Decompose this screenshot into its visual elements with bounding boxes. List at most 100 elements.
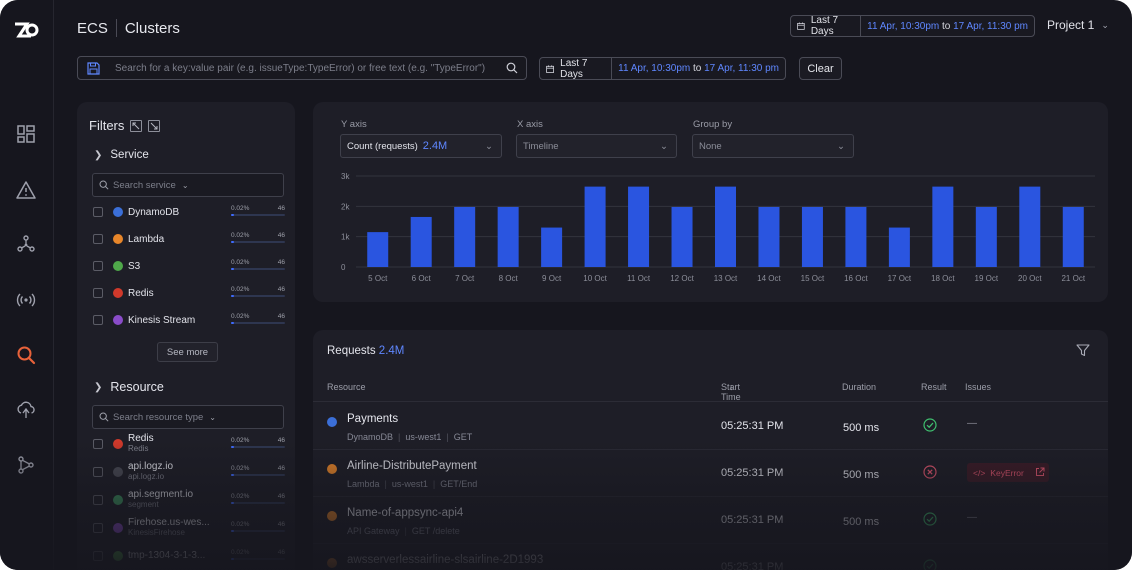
filter-option[interactable]: api.logz.io api.logz.io 0.02% 46 bbox=[93, 462, 285, 481]
chart-bar[interactable] bbox=[367, 232, 389, 267]
toolbar-date-range-value[interactable]: 11 Apr, 10:30pm to 17 Apr, 11:30 pm bbox=[612, 63, 785, 74]
checkbox[interactable] bbox=[93, 523, 103, 533]
chart-bar[interactable] bbox=[845, 206, 867, 267]
x-tick-label: 9 Oct bbox=[542, 274, 562, 283]
resource-meta: API Gateway | GET /delete bbox=[347, 526, 460, 536]
header-date-range[interactable]: Last 7 Days 11 Apr, 10:30pm to 17 Apr, 1… bbox=[790, 15, 1035, 37]
chart-bar[interactable] bbox=[1062, 206, 1084, 267]
toolbar-date-preset[interactable]: Last 7 Days bbox=[540, 58, 613, 80]
expand-icon[interactable] bbox=[148, 119, 161, 132]
table-row[interactable]: awsserverlessairline-slsairline-2D1993 05… bbox=[313, 544, 1108, 570]
filter-option-pct: 0.02% bbox=[231, 493, 250, 500]
checkbox[interactable] bbox=[93, 551, 103, 561]
checkbox[interactable] bbox=[93, 207, 103, 217]
resource-name[interactable]: Payments bbox=[347, 413, 399, 425]
chevron-down-icon: ⌄ bbox=[1101, 19, 1109, 30]
collapse-icon[interactable] bbox=[130, 119, 143, 132]
start-time: 05:25:31 PM bbox=[721, 467, 784, 479]
date-preset-label: Last 7 Days bbox=[810, 15, 839, 37]
broadcast-icon[interactable] bbox=[15, 289, 37, 311]
breadcrumb-product[interactable]: ECS bbox=[77, 19, 108, 37]
checkbox[interactable] bbox=[93, 234, 103, 244]
filter-option[interactable]: DynamoDB 0.02% 46 bbox=[93, 204, 285, 220]
date-preset[interactable]: Last 7 Days bbox=[791, 15, 862, 37]
external-link-icon[interactable] bbox=[1035, 467, 1045, 479]
chart-bar[interactable] bbox=[628, 186, 650, 267]
filter-option[interactable]: Lambda 0.02% 46 bbox=[93, 231, 285, 247]
chart-bar[interactable] bbox=[932, 186, 954, 267]
chart-bar[interactable] bbox=[758, 206, 780, 267]
col-duration[interactable]: Duration bbox=[842, 382, 877, 392]
checkbox[interactable] bbox=[93, 315, 103, 325]
resource-name[interactable]: Airline-DistributePayment bbox=[347, 460, 477, 472]
y-axis-select[interactable]: Count (requests) 2.4M ⌄ bbox=[340, 134, 502, 158]
see-more-button[interactable]: See more bbox=[157, 342, 218, 362]
x-axis-select[interactable]: Timeline ⌄ bbox=[516, 134, 677, 158]
x-tick-label: 11 Oct bbox=[627, 274, 651, 283]
graph-icon[interactable] bbox=[15, 233, 37, 255]
search-icon[interactable] bbox=[15, 344, 37, 366]
checkbox[interactable] bbox=[93, 261, 103, 271]
chart-bar[interactable] bbox=[497, 206, 519, 267]
logo-icon[interactable] bbox=[13, 20, 39, 40]
filter-option-bar-fill bbox=[231, 214, 235, 216]
filter-option[interactable]: S3 0.02% 46 bbox=[93, 258, 285, 274]
chart-bar[interactable] bbox=[584, 186, 606, 267]
service-search-input[interactable]: Search service ⌄ bbox=[92, 173, 284, 197]
resource-name[interactable]: awsserverlessairline-slsairline-2D1993 bbox=[347, 554, 544, 566]
resource-search-input[interactable]: Search resource type ⌄ bbox=[92, 405, 284, 429]
filter-option[interactable]: Kinesis Stream 0.02% 46 bbox=[93, 312, 285, 328]
project-label: Project 1 bbox=[1047, 18, 1095, 32]
x-tick-label: 15 Oct bbox=[801, 274, 825, 283]
search-submit-icon[interactable] bbox=[498, 62, 526, 74]
issue-badge[interactable]: </> KeyError bbox=[967, 463, 1049, 482]
filter-option[interactable]: api.segment.io segment 0.02% 46 bbox=[93, 490, 285, 509]
filter-icon[interactable] bbox=[1076, 343, 1090, 362]
save-icon[interactable] bbox=[78, 61, 108, 75]
filter-option[interactable]: Redis 0.02% 46 bbox=[93, 285, 285, 301]
resource-name[interactable]: Name-of-appsync-api4 bbox=[347, 507, 464, 519]
filter-option-label: tmp-1304-3-1-3... bbox=[128, 551, 231, 561]
alert-icon[interactable] bbox=[15, 179, 37, 201]
search-input[interactable]: Search for a key:value pair (e.g. issueT… bbox=[115, 62, 486, 74]
search-bar[interactable]: Search for a key:value pair (e.g. issueT… bbox=[77, 56, 527, 80]
chart-bar[interactable] bbox=[454, 206, 476, 267]
project-selector[interactable]: Project 1 ⌄ bbox=[1047, 18, 1109, 32]
filter-option[interactable]: Firehose.us-wes... KinesisFirehose 0.02% 46 bbox=[93, 518, 285, 537]
checkbox[interactable] bbox=[93, 288, 103, 298]
resource-section-header[interactable]: ❯ Resource bbox=[94, 380, 164, 394]
table-row[interactable]: Payments DynamoDB | us-west1 | GET 05:25:31 PM… bbox=[313, 403, 1108, 450]
filter-option[interactable]: tmp-1304-3-1-3... 0.02% 46 bbox=[93, 548, 285, 564]
sort-arrow-icon[interactable]: ↓ bbox=[729, 382, 734, 392]
chart-bar[interactable] bbox=[410, 216, 432, 267]
checkbox[interactable] bbox=[93, 467, 103, 477]
x-tick-label: 6 Oct bbox=[412, 274, 432, 283]
service-section-header[interactable]: ❯ Service bbox=[94, 149, 149, 161]
checkbox[interactable] bbox=[93, 439, 103, 449]
chart-bar[interactable] bbox=[975, 206, 997, 267]
x-tick-label: 12 Oct bbox=[670, 274, 694, 283]
clear-button[interactable]: Clear bbox=[799, 57, 842, 80]
group-by-select[interactable]: None ⌄ bbox=[692, 134, 854, 158]
date-range-value[interactable]: 11 Apr, 10:30pm to 17 Apr, 11:30 pm bbox=[861, 21, 1034, 32]
chevron-right-icon: ❯ bbox=[94, 381, 103, 393]
chart-bar[interactable] bbox=[801, 206, 823, 267]
cloud-icon[interactable] bbox=[15, 399, 37, 421]
x-tick-label: 5 Oct bbox=[368, 274, 388, 283]
table-row[interactable]: Name-of-appsync-api4 API Gateway | GET /del… bbox=[313, 497, 1108, 544]
table-row[interactable]: Airline-DistributePayment Lambda | us-west1… bbox=[313, 450, 1108, 497]
chart-bar[interactable] bbox=[541, 227, 563, 267]
chart-bar[interactable] bbox=[1019, 186, 1041, 267]
git-branch-icon[interactable] bbox=[15, 454, 37, 476]
col-issues[interactable]: Issues bbox=[965, 382, 992, 392]
filter-option-stat: 0.02% 46 bbox=[231, 521, 285, 535]
chart-bar[interactable] bbox=[671, 206, 693, 267]
chart-bar[interactable] bbox=[715, 186, 736, 267]
checkbox[interactable] bbox=[93, 495, 103, 505]
dashboard-icon[interactable] bbox=[15, 123, 37, 145]
col-result[interactable]: Result bbox=[921, 382, 947, 392]
col-resource[interactable]: Resource bbox=[327, 382, 366, 392]
chart-bar[interactable] bbox=[888, 227, 910, 267]
filter-option[interactable]: Redis Redis 0.02% 46 bbox=[93, 434, 285, 453]
toolbar-date-range[interactable]: Last 7 Days 11 Apr, 10:30pm to 17 Apr, 1… bbox=[539, 57, 786, 80]
